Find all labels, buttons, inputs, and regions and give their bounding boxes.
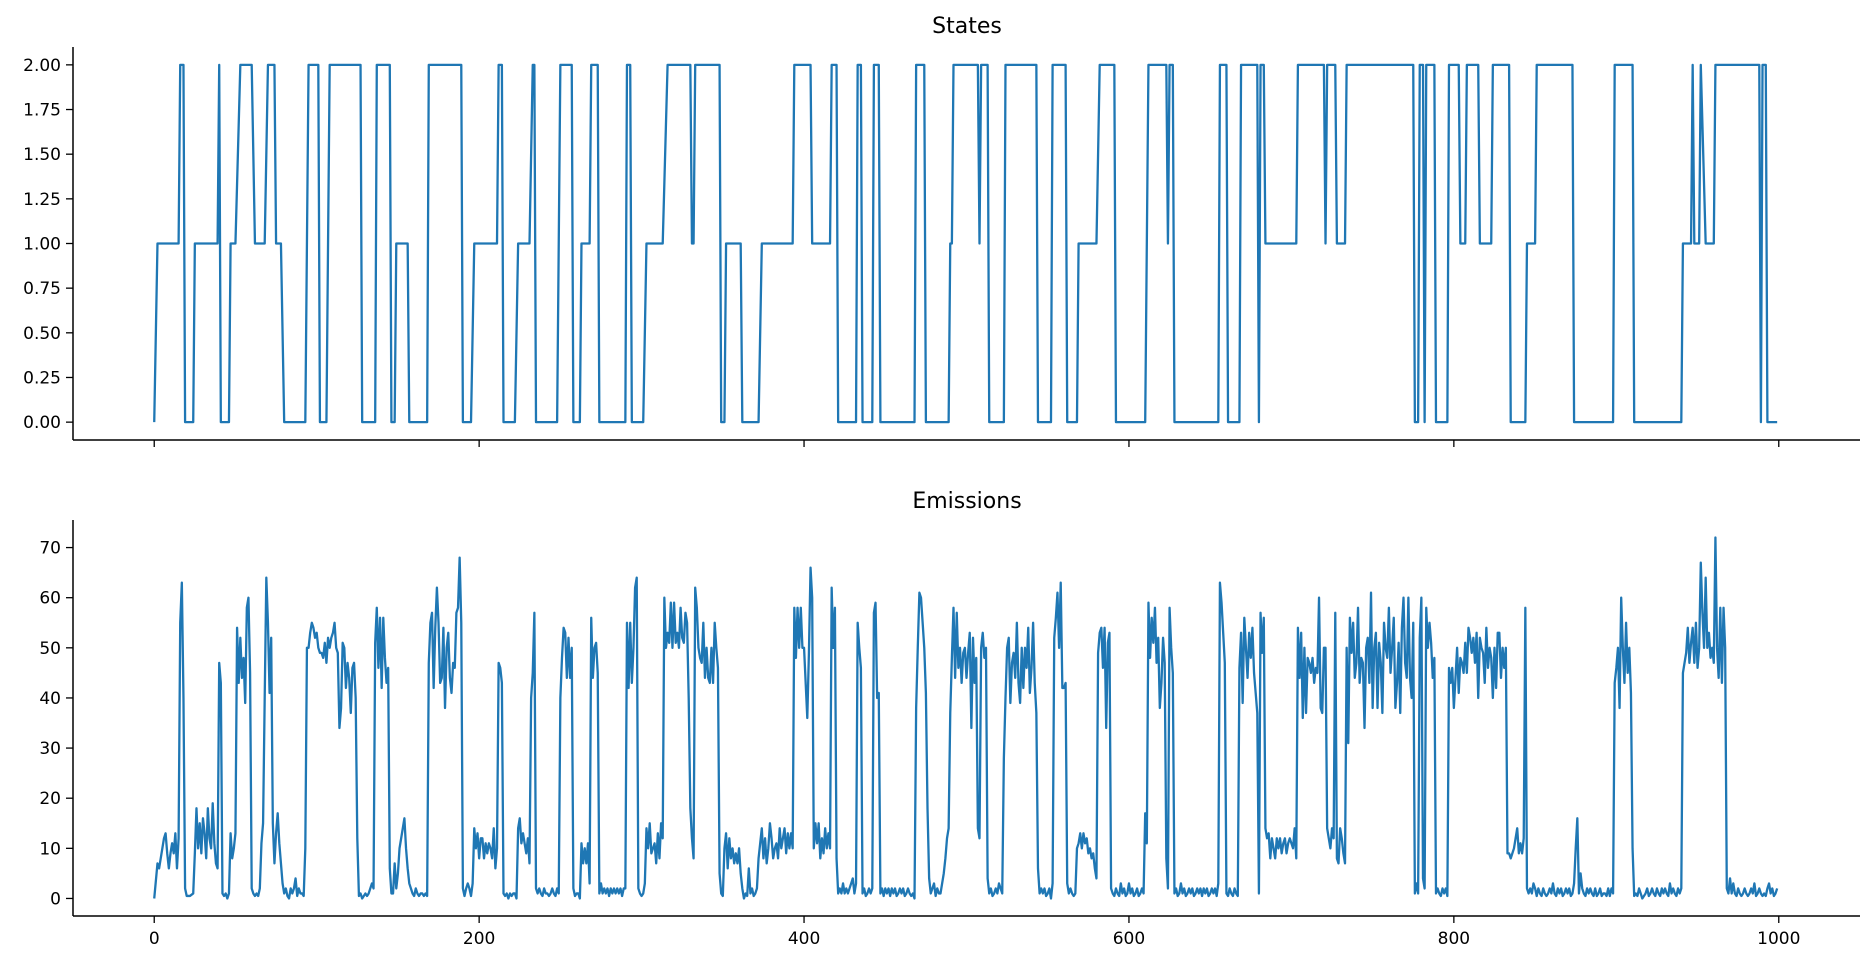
emissions-ytick-label: 70 [39, 539, 61, 559]
emissions-xtick-label: 200 [463, 929, 495, 949]
states-ytick-label: 1.25 [23, 190, 61, 210]
emissions-xtick-label: 1000 [1757, 929, 1800, 949]
emissions-ytick-label: 20 [39, 789, 61, 809]
emissions-ytick-label: 10 [39, 839, 61, 859]
states-ytick-label: 1.50 [23, 145, 61, 165]
states-ytick-label: 0.75 [23, 279, 61, 299]
emissions-ytick-label: 30 [39, 739, 61, 759]
states-series-line [153, 63, 1778, 424]
emissions-xtick-label: 600 [1113, 929, 1145, 949]
emissions-xtick-label: 400 [788, 929, 820, 949]
emissions-panel: Emissions 0 10 20 30 40 50 60 70 0 200 400 600 800 10… [39, 489, 1860, 949]
states-ytick-label: 1.00 [23, 235, 61, 255]
emissions-ytick-label: 0 [50, 889, 61, 909]
emissions-series-line [153, 536, 1779, 900]
states-panel: States 0.00 0.25 0.50 0.75 1.00 1.25 1.50 1.75 2… [23, 14, 1860, 447]
states-ytick-label: 0.00 [23, 413, 61, 433]
emissions-xtick-label: 0 [149, 929, 160, 949]
emissions-title: Emissions [912, 489, 1021, 514]
states-ytick-label: 2.00 [23, 56, 61, 76]
states-ytick-label: 0.50 [23, 324, 61, 344]
states-ytick-label: 0.25 [23, 368, 61, 388]
emissions-ytick-label: 40 [39, 689, 61, 709]
states-title: States [932, 14, 1002, 39]
emissions-ytick-label: 60 [39, 589, 61, 609]
emissions-xtick-label: 800 [1438, 929, 1470, 949]
states-ticks: 0.00 0.25 0.50 0.75 1.00 1.25 1.50 1.75 2.00 [23, 56, 1780, 447]
emissions-ticks: 0 10 20 30 40 50 60 70 0 200 400 600 800 1000 [39, 539, 1800, 949]
emissions-ytick-label: 50 [39, 639, 61, 659]
states-ytick-label: 1.75 [23, 101, 61, 121]
